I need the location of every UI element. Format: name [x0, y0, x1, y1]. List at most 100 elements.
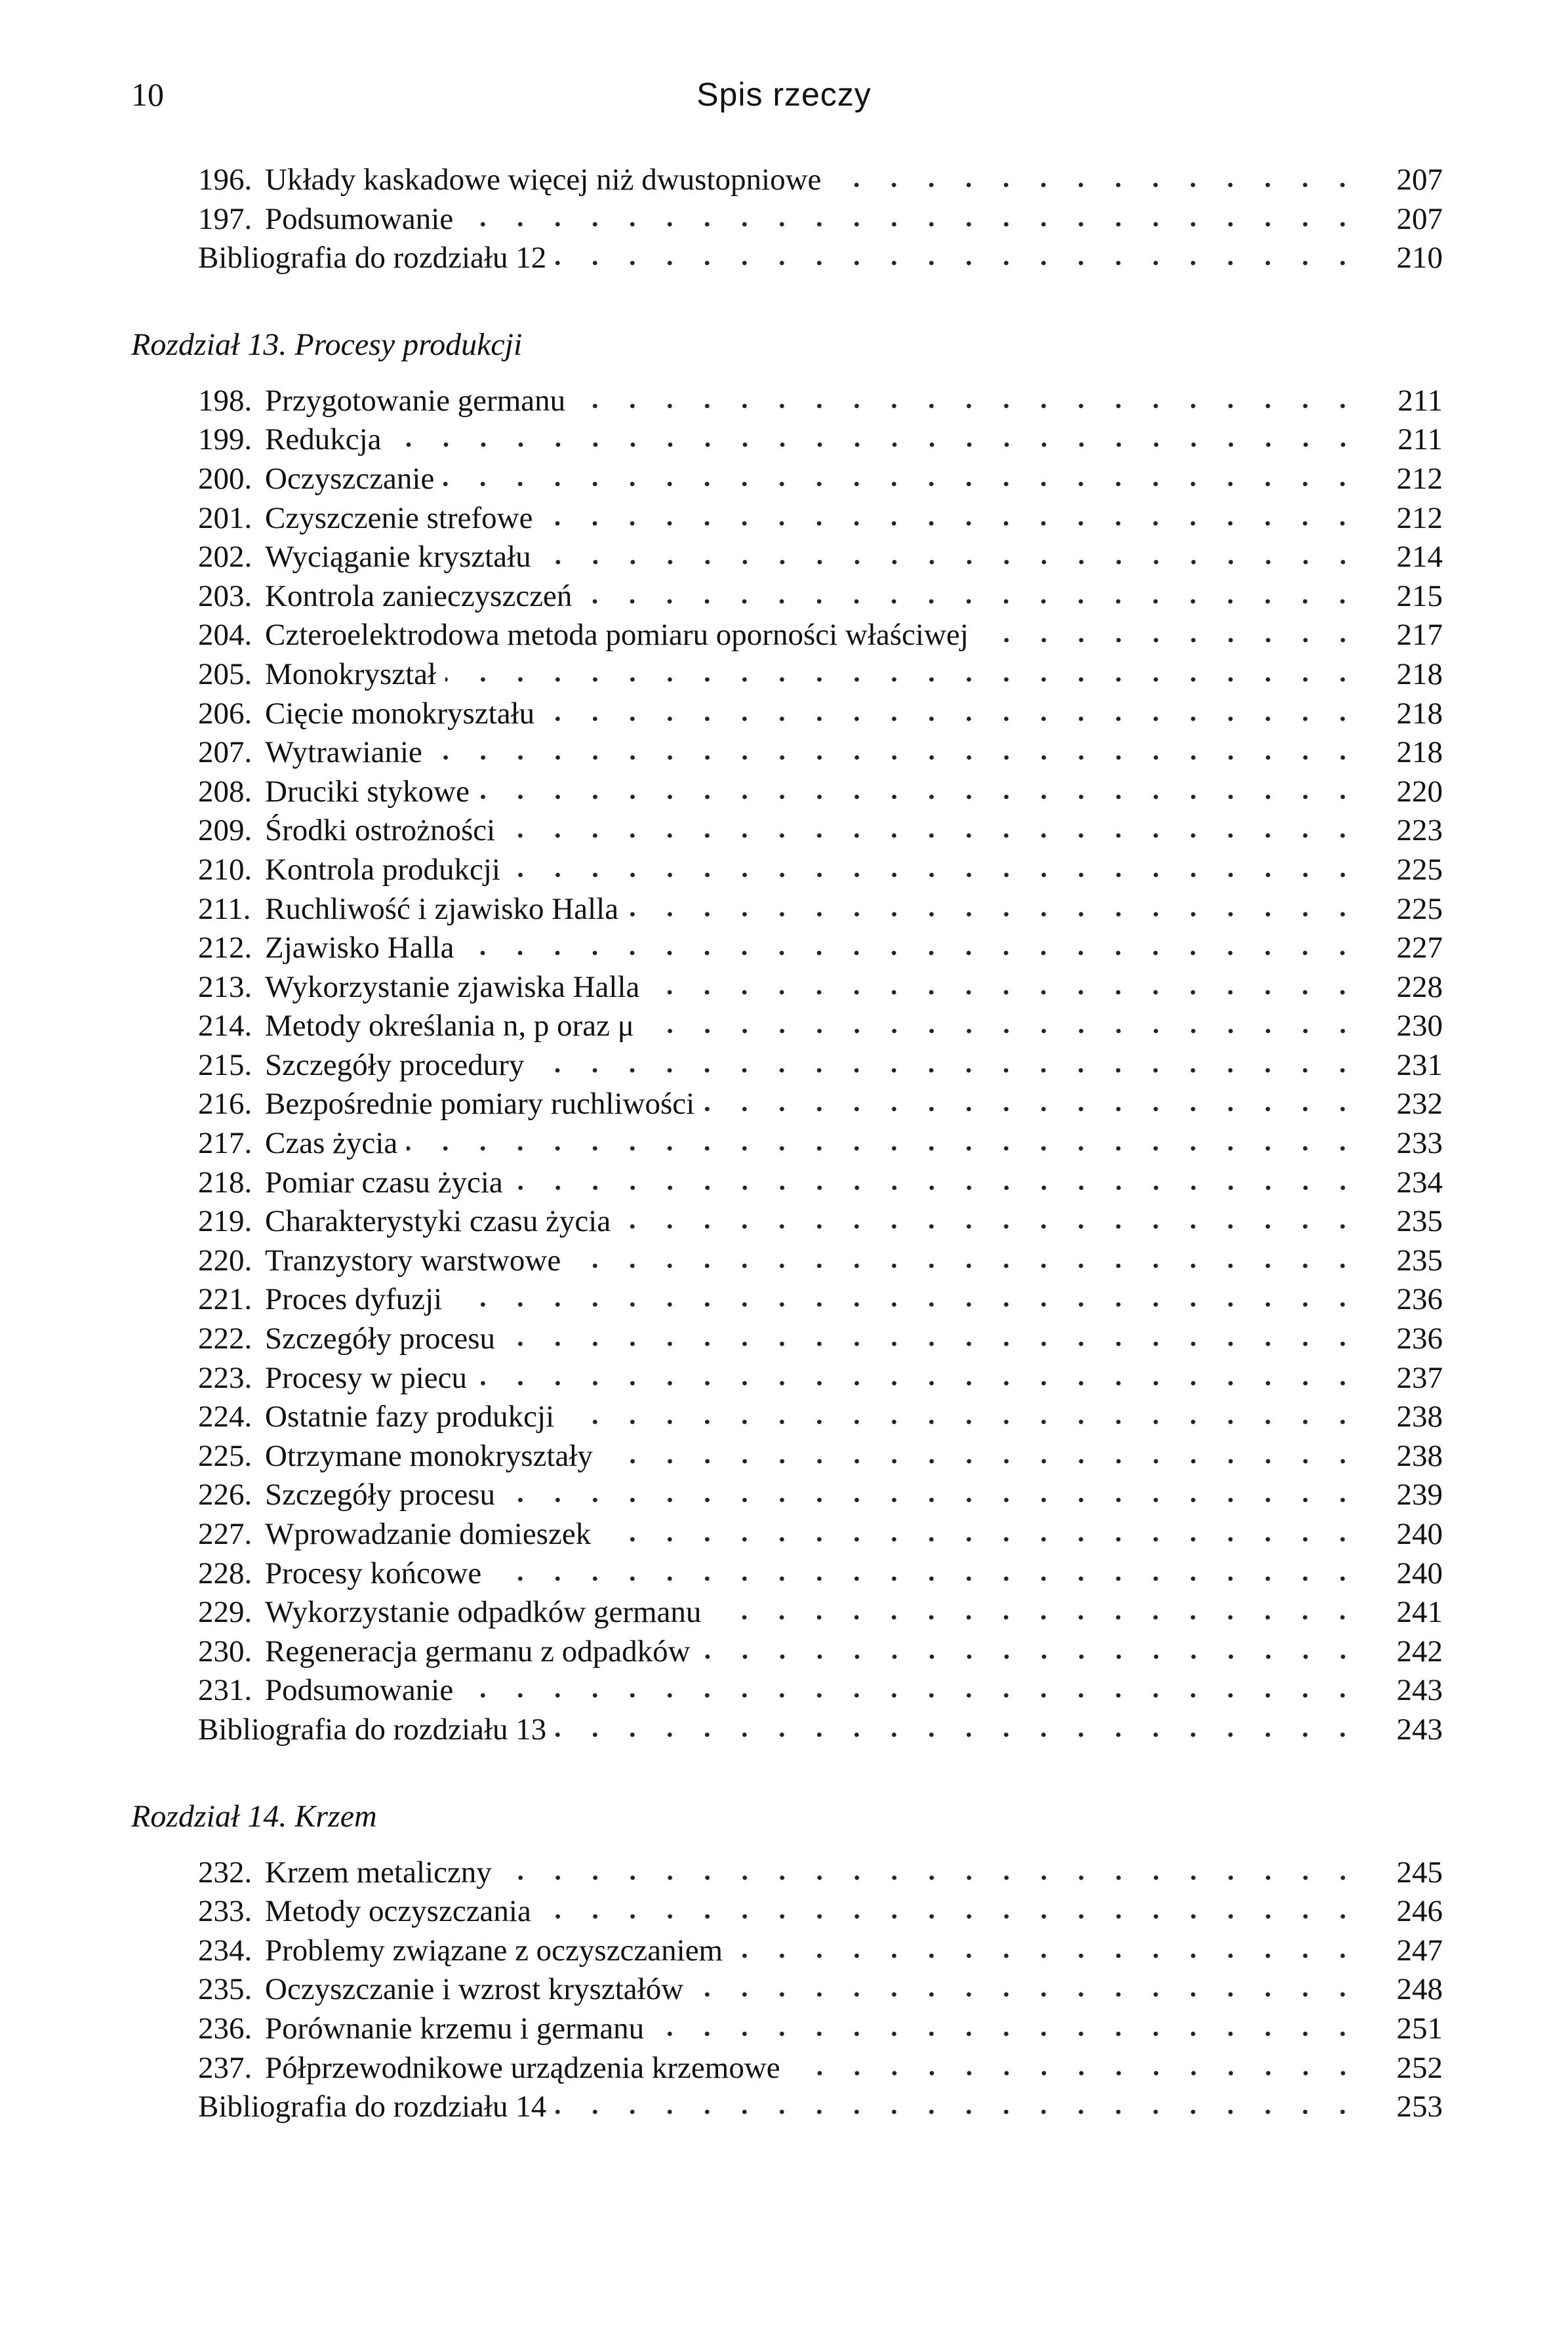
- entry-number: 227.: [198, 1517, 252, 1551]
- entry-title: Monokryształ: [265, 657, 437, 691]
- toc-entry: 221. Proces dyfuzji 236: [131, 1280, 1443, 1320]
- entry-page: 238: [1396, 1438, 1443, 1473]
- entry-page: 214: [1396, 540, 1443, 575]
- dot-leader: [649, 987, 1361, 997]
- toc-entry: 233. Metody oczyszczania 246: [131, 1892, 1443, 1932]
- entry-page: 234: [1396, 1165, 1443, 1200]
- entry-title: Bibliografia do rozdziału 14: [198, 2090, 547, 2124]
- entry-page: 238: [1396, 1400, 1443, 1434]
- entry-title: Porównanie krzemu i germanu: [265, 2011, 645, 2046]
- entry-title: Ostatnie fazy produkcji: [265, 1400, 555, 1434]
- entry-title: Czas życia: [265, 1126, 398, 1161]
- entry-title: Druciki stykowe: [265, 774, 470, 809]
- entry-page: 235: [1396, 1243, 1443, 1278]
- dot-leader: [407, 1144, 1361, 1154]
- toc-entry: 213. Wykorzystanie zjawiska Halla 228: [131, 968, 1443, 1007]
- entry-title: Tranzystory warstwowe: [265, 1243, 561, 1278]
- entry-number: 225.: [198, 1438, 252, 1473]
- entry-number: 214.: [198, 1009, 252, 1043]
- entry-title: Ruchliwość i zjawisko Halla: [265, 891, 619, 926]
- dot-leader: [699, 1651, 1361, 1661]
- dot-leader: [789, 2068, 1361, 2078]
- dot-leader: [431, 753, 1361, 763]
- entry-title: Układy kaskadowe więcej niż dwustopniowe: [265, 163, 822, 197]
- entry-title: Zjawisko Halla: [265, 931, 454, 965]
- entry-page: 251: [1396, 2011, 1443, 2046]
- entry-number: 212.: [198, 931, 252, 965]
- toc-entry: 210. Kontrola produkcji 225: [131, 851, 1443, 890]
- dot-leader: [451, 1300, 1361, 1310]
- entry-number: 197.: [198, 201, 252, 236]
- dot-leader: [732, 1951, 1361, 1960]
- entry-page: 243: [1396, 1712, 1443, 1747]
- toc-entry: 225. Otrzymane monokryształy 238: [131, 1437, 1443, 1476]
- entry-title: Metody oczyszczania: [265, 1894, 531, 1929]
- page-number: 10: [131, 76, 164, 113]
- entry-number: 234.: [198, 1933, 252, 1968]
- entry-page: 207: [1396, 201, 1443, 236]
- toc-entry: 201. Czyszczenie strefowe 212: [131, 499, 1443, 538]
- toc-entry: 206. Cięcie monokryształu 218: [131, 695, 1443, 734]
- entry-number: 201.: [198, 500, 252, 535]
- entry-page: 246: [1396, 1894, 1443, 1929]
- toc-entry: 198. Przygotowanie germanu 211: [131, 382, 1443, 421]
- toc-entry: 236. Porównanie krzemu i germanu 251: [131, 2010, 1443, 2049]
- entry-title: Pomiar czasu życia: [265, 1165, 503, 1200]
- entry-title: Oczyszczanie: [265, 461, 435, 496]
- entry-title: Charakterystyki czasu życia: [265, 1204, 611, 1239]
- running-title: Spis rzeczy: [696, 76, 872, 113]
- entry-page: 223: [1396, 813, 1443, 848]
- entry-number: 236.: [198, 2011, 252, 2046]
- dot-leader: [504, 1339, 1361, 1349]
- entry-title: Wykorzystanie zjawiska Halla: [265, 969, 640, 1004]
- toc-entry: 204. Czteroelektrodowa metoda pomiaru opo…: [131, 616, 1443, 655]
- entry-page: 225: [1396, 852, 1443, 887]
- toc-entry: 196. Układy kaskadowe więcej niż dwustopn…: [131, 161, 1443, 200]
- bibliography-entry: Bibliografia do rozdziału 13 243: [131, 1710, 1443, 1750]
- entry-title: Kontrola zanieczyszczeń: [265, 578, 573, 613]
- dot-leader: [540, 557, 1361, 567]
- toc-section: Rozdział 13. Procesy produkcji 198. Przygo…: [131, 325, 1443, 1750]
- entry-number: 202.: [198, 540, 252, 575]
- entry-title: Podsumowanie: [265, 201, 454, 236]
- entry-page: 227: [1396, 931, 1443, 965]
- dot-leader: [443, 479, 1361, 489]
- entry-number: 229.: [198, 1595, 252, 1630]
- entry-number: 206.: [198, 696, 252, 731]
- entry-title: Otrzymane monokryształy: [265, 1438, 593, 1473]
- toc-entry: 217. Czas życia 233: [131, 1124, 1443, 1164]
- entry-page: 253: [1396, 2090, 1443, 2124]
- entry-title: Procesy końcowe: [265, 1556, 482, 1590]
- dot-leader: [462, 1691, 1361, 1701]
- dot-leader: [512, 1183, 1361, 1192]
- entry-page: 211: [1397, 383, 1443, 418]
- entry-page: 212: [1396, 461, 1443, 496]
- entry-page: 218: [1396, 657, 1443, 691]
- dot-leader: [540, 1912, 1361, 1922]
- entry-page: 237: [1396, 1360, 1443, 1395]
- entry-title: Szczegóły procedury: [265, 1047, 525, 1082]
- entry-title: Regeneracja germanu z odpadków: [265, 1634, 691, 1669]
- toc-entry: 224. Ostatnie fazy produkcji 238: [131, 1398, 1443, 1437]
- entry-page: 215: [1396, 578, 1443, 613]
- entry-title: Redukcja: [265, 422, 382, 457]
- dot-leader: [445, 674, 1361, 684]
- dot-leader: [491, 1573, 1361, 1583]
- dot-leader: [509, 870, 1361, 880]
- toc-entry: 232. Krzem metaliczny 245: [131, 1853, 1443, 1893]
- entry-number: 221.: [198, 1282, 252, 1317]
- entry-number: 216.: [198, 1087, 252, 1122]
- chapter-heading: Rozdział 14. Krzem: [131, 1798, 377, 1834]
- dot-leader: [574, 401, 1361, 411]
- entry-title: Szczegóły procesu: [265, 1478, 496, 1512]
- entry-title: Kontrola produkcji: [265, 852, 500, 887]
- dot-leader: [581, 596, 1361, 606]
- entry-title: Metody określania n, p oraz μ: [265, 1009, 634, 1043]
- entry-page: 210: [1396, 241, 1443, 275]
- entry-page: 241: [1396, 1595, 1443, 1630]
- entry-number: 208.: [198, 774, 252, 809]
- entry-page: 211: [1397, 422, 1443, 457]
- toc-entry: 197. Podsumowanie 207: [131, 200, 1443, 239]
- dot-leader: [555, 258, 1361, 268]
- dot-leader: [643, 1026, 1361, 1036]
